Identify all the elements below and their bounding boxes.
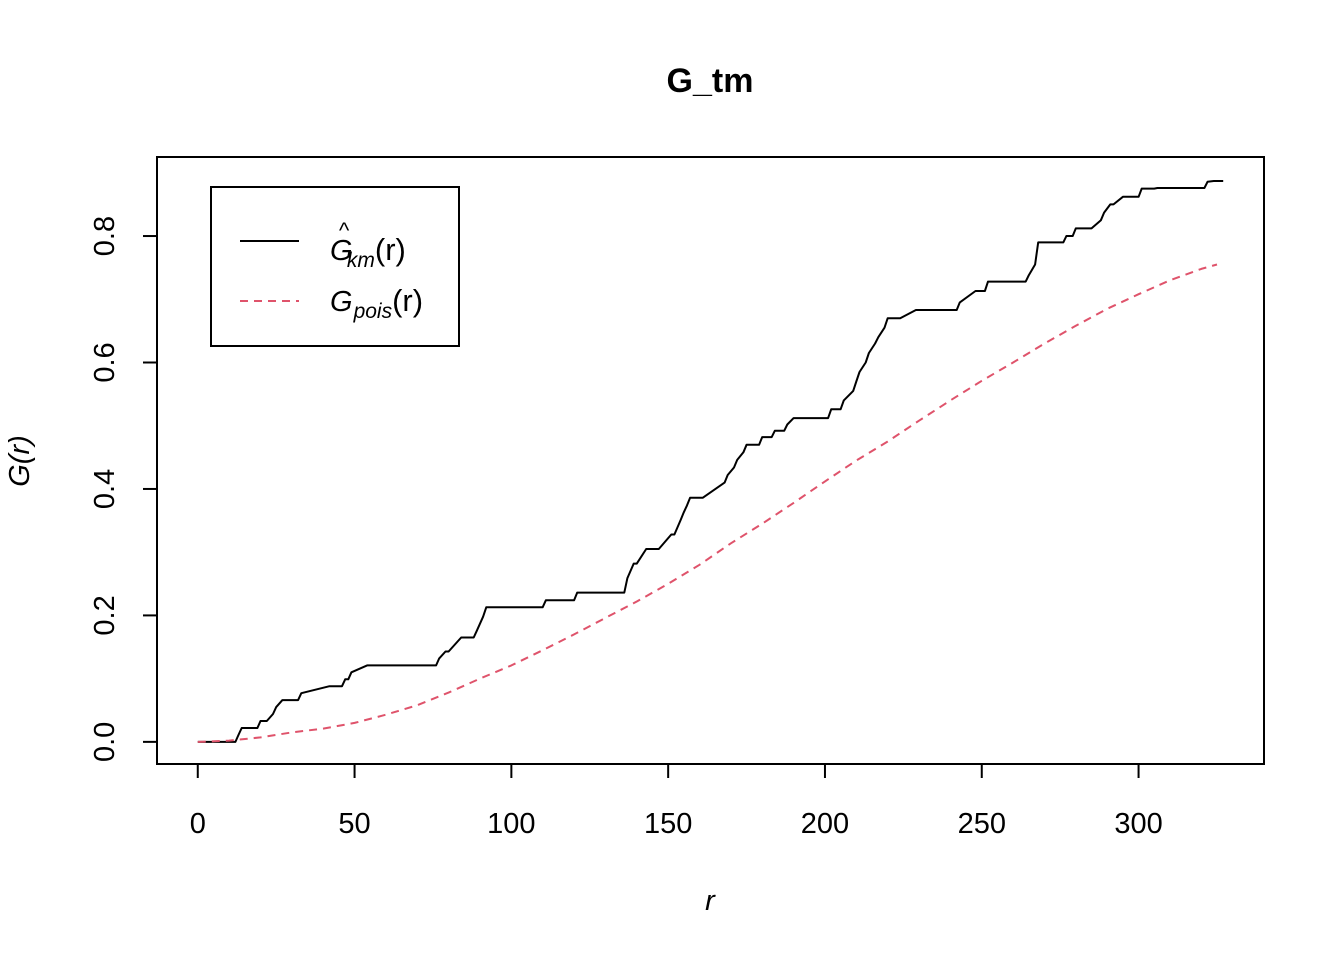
x-tick-label: 250 <box>958 808 1006 840</box>
legend-pois-sub: pois <box>353 300 393 323</box>
legend: G^ km(r) Gpois(r) <box>210 186 460 347</box>
plot-area-frame <box>156 156 1265 765</box>
x-tick-label: 200 <box>801 808 849 840</box>
y-tick-label: 0.8 <box>89 216 121 256</box>
legend-label-pois: Gpois(r) <box>330 283 423 323</box>
y-tick-label: 0.4 <box>89 469 121 509</box>
y-tick-label: 0.2 <box>89 595 121 635</box>
legend-pois-main: G <box>330 286 353 318</box>
legend-km-main: G <box>330 235 353 267</box>
legend-box <box>210 186 460 347</box>
chart-title: G_tm <box>667 62 754 100</box>
y-axis: 0.0 0.2 0.4 0.6 0.8 <box>89 216 157 762</box>
legend-km-hat: ^ <box>339 218 350 243</box>
legend-km-tail: (r) <box>375 232 406 267</box>
x-tick-label: 150 <box>644 808 692 840</box>
x-tick-label: 100 <box>487 808 535 840</box>
x-tick-label: 300 <box>1114 808 1162 840</box>
x-axis-label: r <box>705 885 716 917</box>
x-tick-label: 0 <box>190 808 206 840</box>
legend-pois-tail: (r) <box>392 283 423 318</box>
series-line-km <box>197 180 1224 743</box>
legend-label-km: G^ km(r) <box>330 218 406 272</box>
y-tick-label: 0.6 <box>89 342 121 382</box>
x-axis: 0 50 100 150 200 250 300 <box>190 764 1163 840</box>
series-line-pois <box>197 263 1218 743</box>
legend-km-sub: km <box>347 249 375 272</box>
y-axis-label: G(r) <box>4 435 36 487</box>
y-tick-label: 0.0 <box>89 722 121 762</box>
x-tick-label: 50 <box>338 808 370 840</box>
plot-series <box>197 180 1224 743</box>
